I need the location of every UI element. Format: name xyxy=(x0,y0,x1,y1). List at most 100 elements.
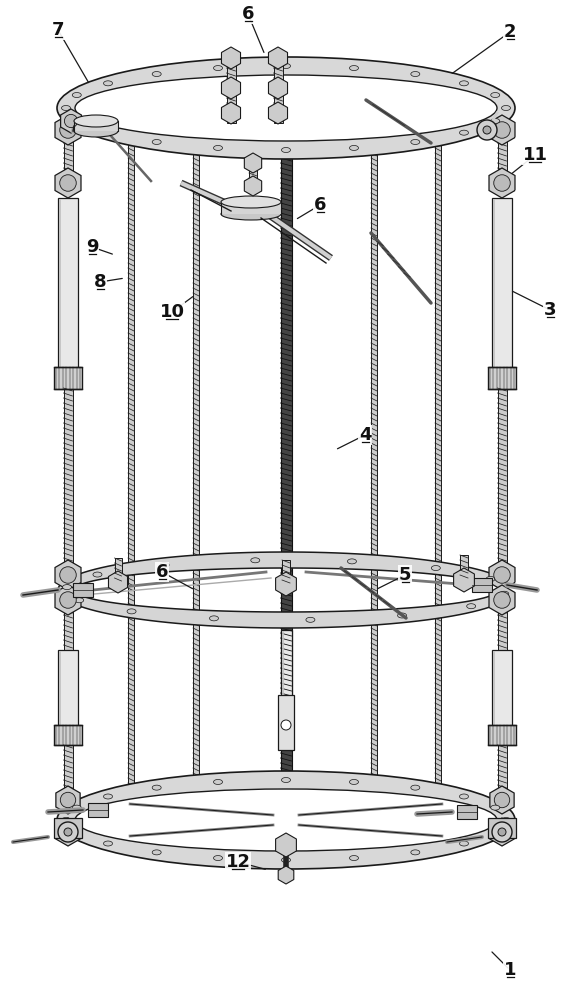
Polygon shape xyxy=(268,47,288,69)
Bar xyxy=(488,367,516,389)
Text: 7: 7 xyxy=(51,21,64,39)
Ellipse shape xyxy=(491,805,500,810)
Ellipse shape xyxy=(104,794,113,799)
Polygon shape xyxy=(221,47,241,69)
Ellipse shape xyxy=(62,585,72,590)
Polygon shape xyxy=(489,560,515,590)
Circle shape xyxy=(65,114,78,128)
Ellipse shape xyxy=(72,830,81,835)
Text: 10: 10 xyxy=(160,303,185,321)
Bar xyxy=(457,805,477,819)
Ellipse shape xyxy=(75,789,497,851)
Text: 11: 11 xyxy=(522,146,547,164)
Ellipse shape xyxy=(398,613,407,618)
Circle shape xyxy=(494,592,510,608)
Bar xyxy=(280,133,292,800)
Polygon shape xyxy=(109,571,128,593)
Bar xyxy=(88,803,108,817)
Circle shape xyxy=(494,175,510,191)
Bar xyxy=(435,128,441,800)
Ellipse shape xyxy=(62,105,70,110)
Ellipse shape xyxy=(221,208,281,220)
Ellipse shape xyxy=(209,616,219,621)
Circle shape xyxy=(498,828,506,836)
Bar xyxy=(74,121,118,131)
Ellipse shape xyxy=(349,145,359,150)
Bar xyxy=(193,128,199,800)
Bar xyxy=(63,610,73,650)
Polygon shape xyxy=(278,866,294,884)
Ellipse shape xyxy=(213,145,223,150)
Circle shape xyxy=(59,567,76,583)
Ellipse shape xyxy=(281,64,291,68)
Ellipse shape xyxy=(431,566,440,571)
Polygon shape xyxy=(489,168,515,198)
Bar xyxy=(63,388,73,580)
Polygon shape xyxy=(244,153,261,173)
Ellipse shape xyxy=(349,779,359,784)
Ellipse shape xyxy=(411,72,420,77)
Circle shape xyxy=(58,822,78,842)
Bar xyxy=(460,555,468,580)
Circle shape xyxy=(494,567,510,583)
Ellipse shape xyxy=(459,841,468,846)
Ellipse shape xyxy=(349,66,359,71)
Circle shape xyxy=(492,822,512,842)
Ellipse shape xyxy=(213,779,223,784)
Circle shape xyxy=(494,792,510,808)
Bar xyxy=(371,128,377,800)
Ellipse shape xyxy=(251,558,260,563)
Polygon shape xyxy=(58,552,512,628)
Text: 6: 6 xyxy=(314,196,326,214)
Ellipse shape xyxy=(306,617,315,622)
Ellipse shape xyxy=(104,81,113,86)
Text: 12: 12 xyxy=(225,853,251,871)
Ellipse shape xyxy=(152,72,161,77)
Ellipse shape xyxy=(491,118,500,123)
Bar xyxy=(128,128,134,800)
Bar xyxy=(63,138,73,188)
Ellipse shape xyxy=(57,771,515,869)
Bar xyxy=(492,650,512,730)
Ellipse shape xyxy=(411,850,420,855)
Polygon shape xyxy=(490,786,514,814)
Circle shape xyxy=(477,120,497,140)
Circle shape xyxy=(59,592,76,608)
Polygon shape xyxy=(221,77,241,99)
Ellipse shape xyxy=(62,818,70,822)
Circle shape xyxy=(59,122,76,138)
Ellipse shape xyxy=(74,125,118,137)
Bar xyxy=(54,818,82,838)
Ellipse shape xyxy=(74,115,118,127)
Ellipse shape xyxy=(281,147,291,152)
Text: 6: 6 xyxy=(242,5,254,23)
Ellipse shape xyxy=(459,130,468,135)
Ellipse shape xyxy=(72,118,81,123)
Ellipse shape xyxy=(347,559,356,564)
Ellipse shape xyxy=(281,857,291,862)
Polygon shape xyxy=(61,109,81,133)
Bar xyxy=(227,53,236,123)
Bar xyxy=(498,138,506,188)
Text: 6: 6 xyxy=(156,563,168,581)
Bar xyxy=(114,558,121,582)
Ellipse shape xyxy=(57,57,515,159)
Ellipse shape xyxy=(93,572,102,577)
Ellipse shape xyxy=(491,93,500,98)
Ellipse shape xyxy=(502,818,510,822)
Bar xyxy=(221,202,281,214)
Ellipse shape xyxy=(127,609,136,614)
Ellipse shape xyxy=(75,598,84,603)
Text: 4: 4 xyxy=(359,426,371,444)
Ellipse shape xyxy=(72,93,81,98)
Polygon shape xyxy=(490,818,514,846)
Bar xyxy=(58,650,78,730)
Polygon shape xyxy=(276,833,296,857)
Bar xyxy=(73,583,93,597)
Bar xyxy=(498,745,506,805)
Polygon shape xyxy=(56,786,80,814)
Polygon shape xyxy=(489,585,515,615)
Polygon shape xyxy=(268,77,288,99)
Ellipse shape xyxy=(213,856,223,861)
Ellipse shape xyxy=(411,139,420,144)
